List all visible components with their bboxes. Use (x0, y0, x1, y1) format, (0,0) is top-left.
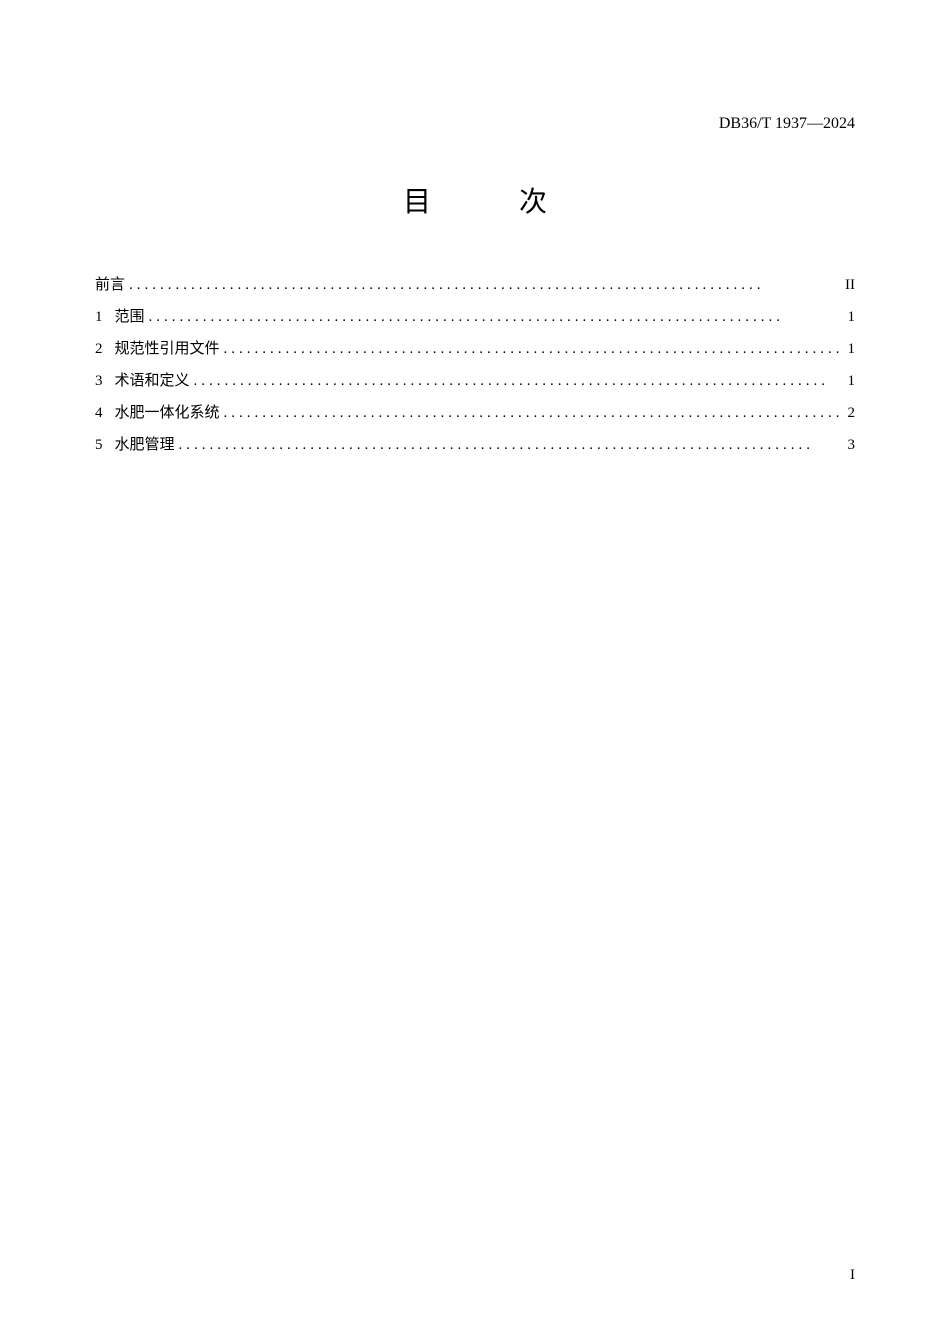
toc-page: 3 (844, 430, 856, 460)
toc-dots: ........................................… (125, 270, 841, 300)
toc-page: 2 (844, 398, 856, 428)
document-code: DB36/T 1937—2024 (719, 115, 855, 132)
toc-number: 1 (95, 302, 103, 332)
toc-entry: 前言 .....................................… (95, 270, 855, 300)
toc-label: 前言 (95, 270, 125, 300)
toc-dots: ........................................… (220, 398, 844, 428)
toc-label: 水肥一体化系统 (115, 398, 220, 428)
toc-label: 水肥管理 (115, 430, 175, 460)
toc-entry: 5 水肥管理 .................................… (95, 430, 855, 460)
toc-number: 5 (95, 430, 103, 460)
toc-dots: ........................................… (175, 430, 844, 460)
page-number: I (850, 1267, 855, 1284)
toc-entry: 4 水肥一体化系统 ..............................… (95, 398, 855, 428)
page-title: 目 次 (95, 180, 855, 220)
table-of-contents: 前言 .....................................… (95, 270, 855, 460)
toc-page: II (841, 270, 855, 300)
toc-label: 规范性引用文件 (115, 334, 220, 364)
toc-page: 1 (844, 334, 856, 364)
toc-entry: 1 范围 ...................................… (95, 302, 855, 332)
toc-label: 术语和定义 (115, 366, 190, 396)
toc-page: 1 (844, 366, 856, 396)
toc-page: 1 (844, 302, 856, 332)
toc-number: 3 (95, 366, 103, 396)
toc-dots: ........................................… (145, 302, 844, 332)
toc-dots: ........................................… (190, 366, 844, 396)
toc-number: 4 (95, 398, 103, 428)
toc-entry: 3 术语和定义 ................................… (95, 366, 855, 396)
toc-dots: ........................................… (220, 334, 844, 364)
document-header: DB36/T 1937—2024 (719, 115, 855, 133)
toc-label: 范围 (115, 302, 145, 332)
toc-entry: 2 规范性引用文件 ..............................… (95, 334, 855, 364)
toc-number: 2 (95, 334, 103, 364)
